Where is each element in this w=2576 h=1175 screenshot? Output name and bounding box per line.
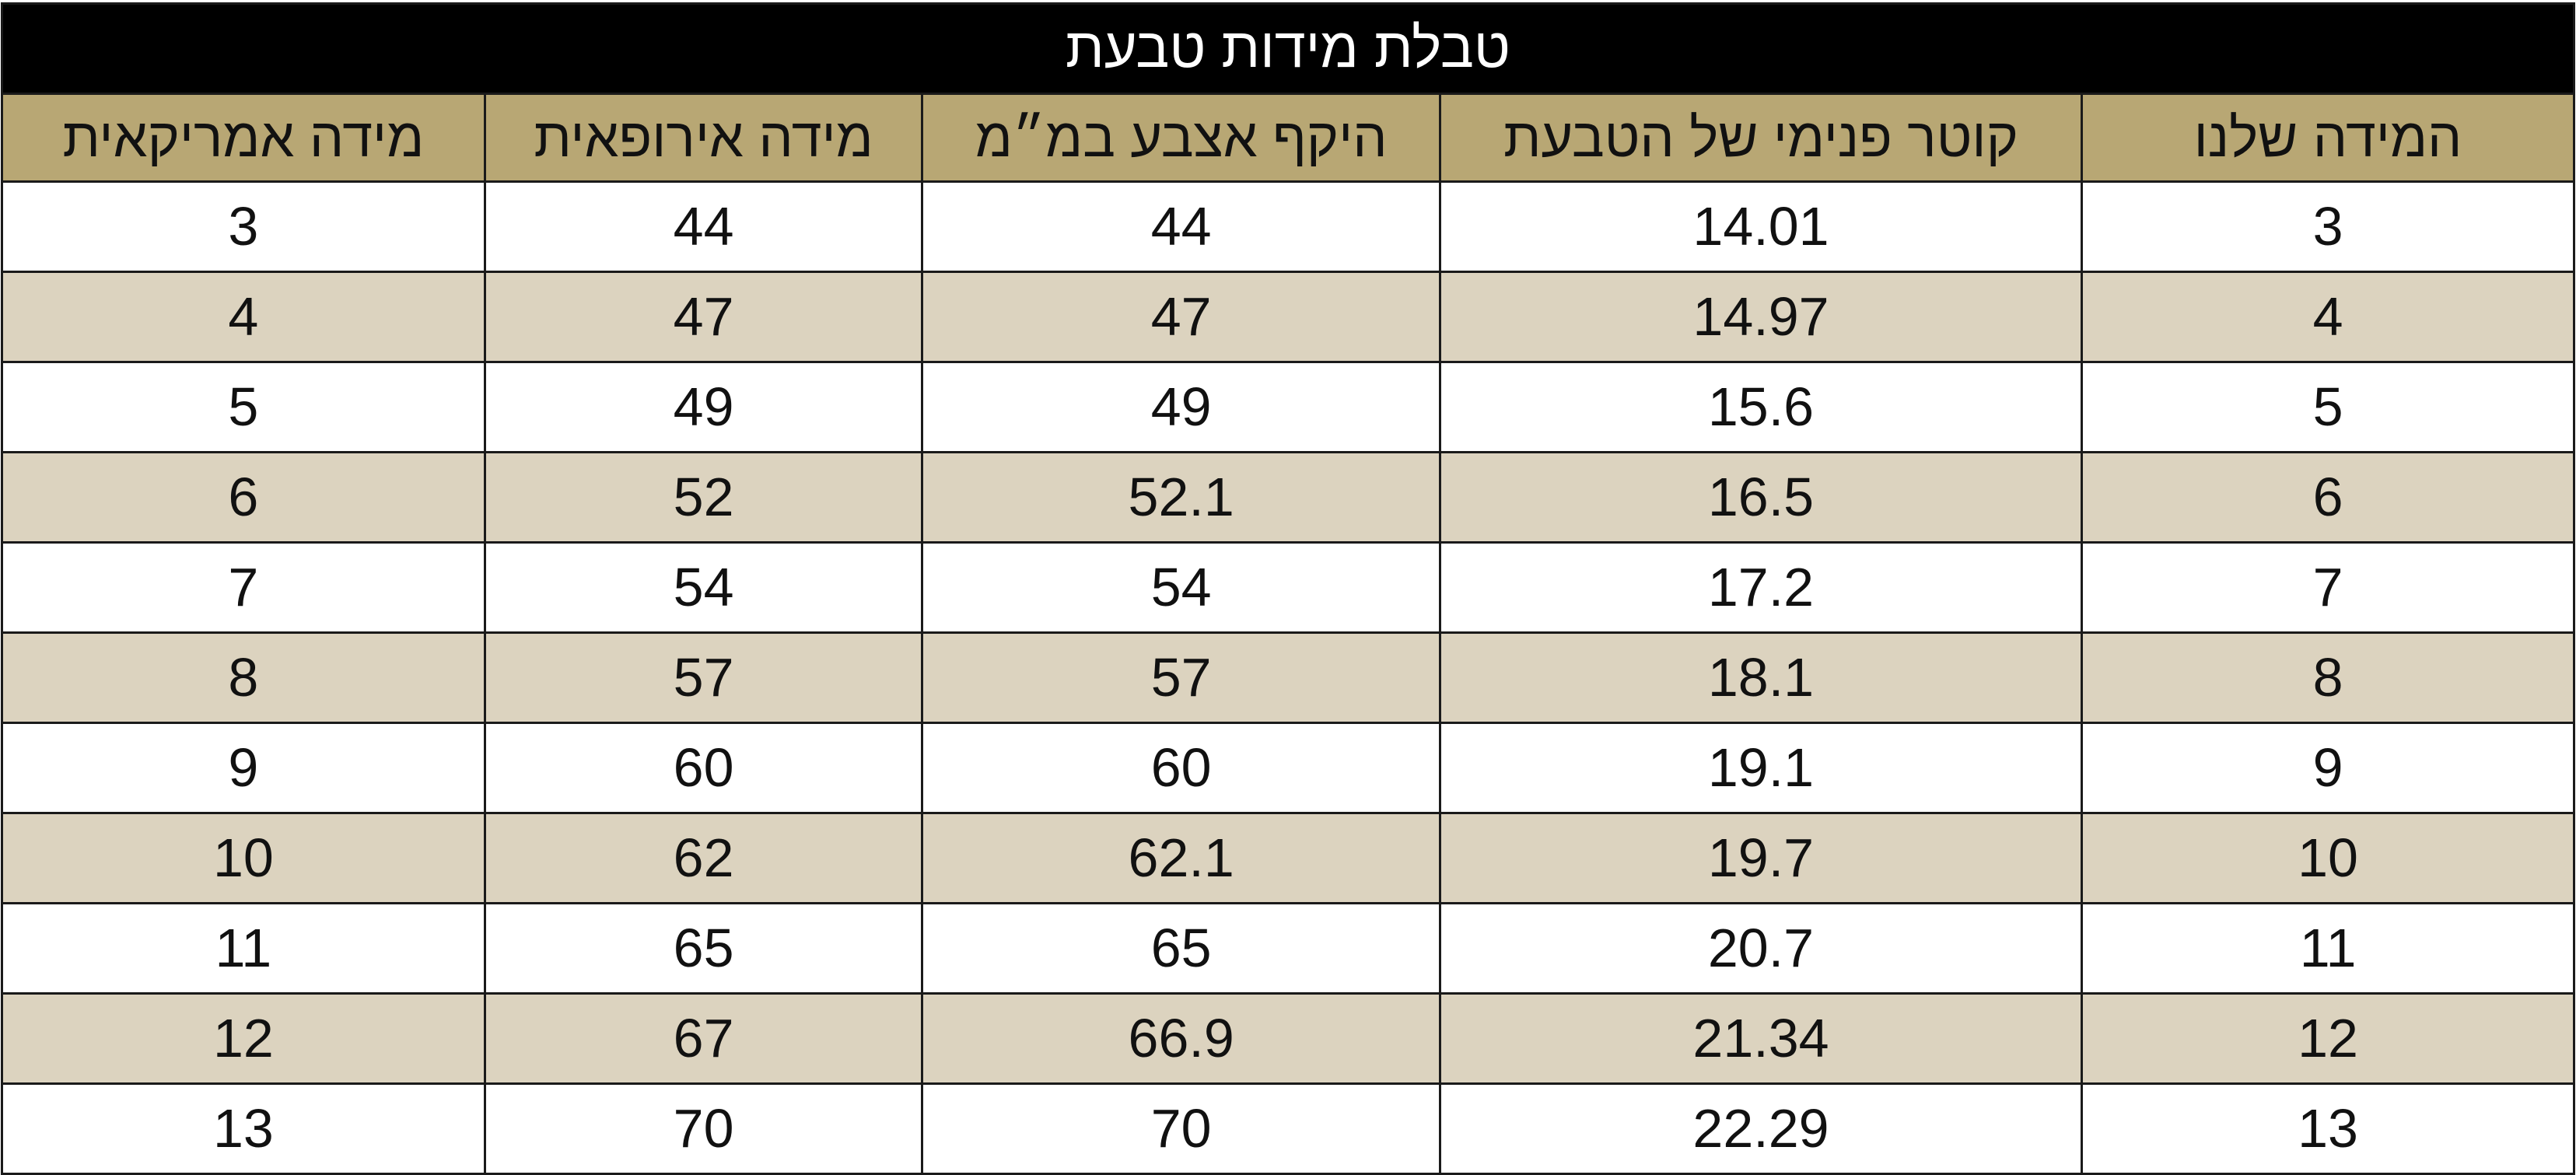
cell-finger-circumference: 62.1 (921, 812, 1441, 904)
cell-finger-circumference: 44 (921, 180, 1441, 273)
cell-american-size: 9 (1, 722, 486, 814)
column-header-finger-circumference: היקף אצבע במ״מ (921, 93, 1441, 183)
table-row: 4 14.97 47 47 4 (1, 271, 2575, 363)
cell-american-size: 13 (1, 1082, 486, 1175)
cell-european-size: 67 (483, 992, 924, 1085)
table-row: 11 20.7 65 65 11 (1, 902, 2575, 995)
cell-european-size: 62 (483, 812, 924, 904)
table-row: 6 16.5 52.1 52 6 (1, 451, 2575, 544)
cell-our-size: 6 (2081, 451, 2575, 544)
cell-our-size: 7 (2081, 541, 2575, 634)
table-row: 8 18.1 57 57 8 (1, 631, 2575, 724)
title-row: טבלת מידות טבעת (1, 2, 2575, 95)
table-row: 3 14.01 44 44 3 (1, 180, 2575, 273)
cell-american-size: 7 (1, 541, 486, 634)
column-header-european-size: מידה אירופאית (483, 93, 924, 183)
table-row: 7 17.2 54 54 7 (1, 541, 2575, 634)
cell-american-size: 5 (1, 361, 486, 453)
cell-finger-circumference: 65 (921, 902, 1441, 995)
cell-our-size: 8 (2081, 631, 2575, 724)
table-row: 13 22.29 70 70 13 (1, 1082, 2575, 1175)
cell-inner-diameter: 14.97 (1438, 271, 2084, 363)
cell-american-size: 11 (1, 902, 486, 995)
cell-inner-diameter: 18.1 (1438, 631, 2084, 724)
cell-european-size: 54 (483, 541, 924, 634)
table-row: 10 19.7 62.1 62 10 (1, 812, 2575, 904)
cell-american-size: 12 (1, 992, 486, 1085)
cell-our-size: 9 (2081, 722, 2575, 814)
column-header-our-size: המידה שלנו (2081, 93, 2575, 183)
cell-finger-circumference: 57 (921, 631, 1441, 724)
cell-inner-diameter: 16.5 (1438, 451, 2084, 544)
cell-european-size: 60 (483, 722, 924, 814)
column-header-inner-diameter: קוטר פנימי של הטבעת (1438, 93, 2084, 183)
cell-inner-diameter: 22.29 (1438, 1082, 2084, 1175)
cell-our-size: 11 (2081, 902, 2575, 995)
cell-finger-circumference: 52.1 (921, 451, 1441, 544)
header-row: המידה שלנו קוטר פנימי של הטבעת היקף אצבע… (1, 93, 2575, 183)
cell-finger-circumference: 47 (921, 271, 1441, 363)
cell-finger-circumference: 54 (921, 541, 1441, 634)
cell-inner-diameter: 21.34 (1438, 992, 2084, 1085)
cell-inner-diameter: 19.7 (1438, 812, 2084, 904)
cell-our-size: 12 (2081, 992, 2575, 1085)
table-title: טבלת מידות טבעת (1, 2, 2575, 95)
cell-our-size: 4 (2081, 271, 2575, 363)
cell-european-size: 47 (483, 271, 924, 363)
table-body: 3 14.01 44 44 3 4 14.97 47 47 4 5 15.6 49 49 5 6 16.5 52.… (1, 180, 2575, 1175)
table-row: 5 15.6 49 49 5 (1, 361, 2575, 453)
cell-finger-circumference: 66.9 (921, 992, 1441, 1085)
cell-finger-circumference: 60 (921, 722, 1441, 814)
cell-american-size: 3 (1, 180, 486, 273)
cell-our-size: 3 (2081, 180, 2575, 273)
table-row: 9 19.1 60 60 9 (1, 722, 2575, 814)
cell-our-size: 10 (2081, 812, 2575, 904)
cell-american-size: 10 (1, 812, 486, 904)
cell-inner-diameter: 17.2 (1438, 541, 2084, 634)
cell-american-size: 6 (1, 451, 486, 544)
cell-american-size: 8 (1, 631, 486, 724)
cell-finger-circumference: 70 (921, 1082, 1441, 1175)
cell-inner-diameter: 15.6 (1438, 361, 2084, 453)
cell-inner-diameter: 20.7 (1438, 902, 2084, 995)
cell-european-size: 70 (483, 1082, 924, 1175)
cell-european-size: 49 (483, 361, 924, 453)
cell-european-size: 65 (483, 902, 924, 995)
cell-inner-diameter: 19.1 (1438, 722, 2084, 814)
cell-european-size: 57 (483, 631, 924, 724)
table-row: 12 21.34 66.9 67 12 (1, 992, 2575, 1085)
cell-finger-circumference: 49 (921, 361, 1441, 453)
cell-inner-diameter: 14.01 (1438, 180, 2084, 273)
cell-our-size: 13 (2081, 1082, 2575, 1175)
cell-american-size: 4 (1, 271, 486, 363)
cell-european-size: 44 (483, 180, 924, 273)
column-header-american-size: מידה אמריקאית (1, 93, 486, 183)
cell-european-size: 52 (483, 451, 924, 544)
cell-our-size: 5 (2081, 361, 2575, 453)
